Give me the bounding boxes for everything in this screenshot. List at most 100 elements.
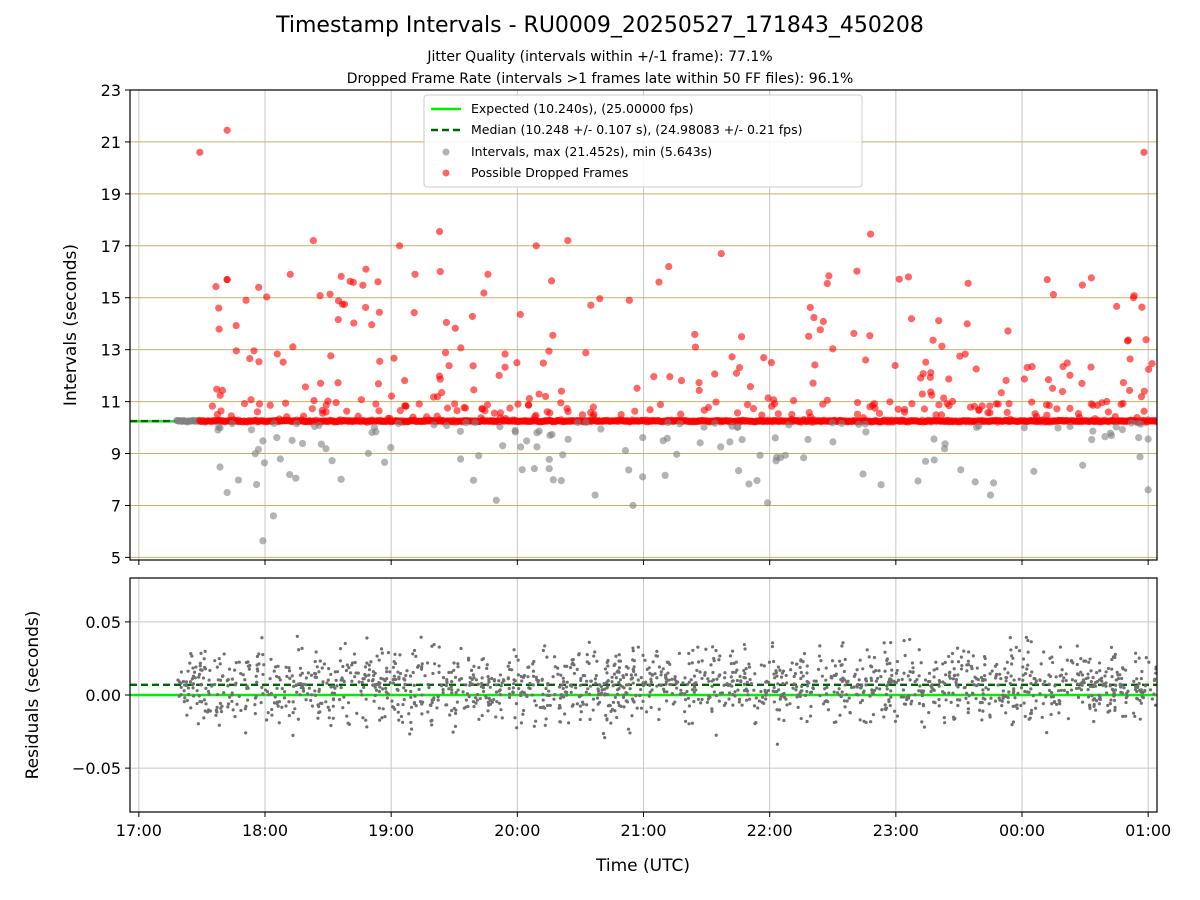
dropped-frame-point [496, 372, 503, 379]
residual-point [812, 687, 815, 690]
residual-point [693, 674, 696, 677]
residual-point [542, 699, 545, 702]
interval-point [629, 502, 636, 509]
residual-point [344, 642, 347, 645]
dropped-frame-point [1078, 380, 1085, 387]
residual-point [1151, 697, 1154, 700]
dropped-frame-point [768, 359, 775, 366]
residual-point [967, 650, 970, 653]
residual-point [414, 655, 417, 658]
residual-point [1004, 711, 1007, 714]
residual-point [199, 664, 202, 667]
residual-point [403, 678, 406, 681]
residual-point [932, 700, 935, 703]
residual-point [361, 681, 364, 684]
residual-point [390, 699, 393, 702]
residual-point [629, 687, 632, 690]
residual-point [499, 673, 502, 676]
interval-point [859, 470, 866, 477]
residual-point [1030, 670, 1033, 673]
residual-point [799, 659, 802, 662]
residual-point [191, 666, 194, 669]
residual-point [960, 664, 963, 667]
residual-point [576, 668, 579, 671]
residual-point [1138, 689, 1141, 692]
dropped-frame-point [549, 332, 556, 339]
residual-point [922, 703, 925, 706]
interval-point [531, 465, 538, 472]
timestamp-interval-charts: 57911131517192123 Intervals (seconds) Ex… [0, 0, 1200, 900]
dropped-frame-point [1133, 414, 1140, 421]
residual-point [315, 650, 318, 653]
residual-point [190, 655, 193, 658]
residual-point [883, 651, 886, 654]
dropped-frame-point [324, 398, 331, 405]
residual-point [486, 683, 489, 686]
residual-point [970, 665, 973, 668]
residual-point [632, 649, 635, 652]
residual-point [877, 669, 880, 672]
interval-point [829, 438, 836, 445]
residual-point [336, 670, 339, 673]
dropped-frame-point [423, 413, 430, 420]
residual-point [1135, 697, 1138, 700]
residual-point [1019, 704, 1022, 707]
residuals-axes: 17:00 18:00 19:00 20:00 21:00 22:00 23:00 00:00… [72, 613, 1171, 840]
dropped-frame-point [434, 393, 441, 400]
x-tick-label: 23:00 [873, 821, 919, 840]
residual-point [625, 699, 628, 702]
residual-point [1040, 662, 1043, 665]
dropped-frame-point [976, 406, 983, 413]
residual-point [981, 709, 984, 712]
residual-point [625, 683, 628, 686]
residual-point [909, 678, 912, 681]
residual-point [989, 697, 992, 700]
residual-point [248, 667, 251, 670]
residual-point [1090, 694, 1093, 697]
residual-point [870, 688, 873, 691]
dropped-frame-point [1117, 401, 1124, 408]
interval-point [990, 479, 997, 486]
residual-point [619, 684, 622, 687]
residual-point [728, 691, 731, 694]
residual-point [632, 682, 635, 685]
residual-point [618, 704, 621, 707]
residual-point [454, 725, 457, 728]
residual-point [239, 672, 242, 675]
residual-point [593, 650, 596, 653]
residual-point [1088, 657, 1091, 660]
residual-point [605, 686, 608, 689]
dropped-frame-point [1124, 337, 1131, 344]
dropped-frame-point [434, 413, 441, 420]
residual-point [944, 673, 947, 676]
residual-point [426, 661, 429, 664]
residual-point [270, 713, 273, 716]
dropped-frame-point [359, 282, 366, 289]
interval-point [855, 421, 862, 428]
residual-point [1061, 668, 1064, 671]
residual-point [612, 684, 615, 687]
residual-point [543, 644, 546, 647]
residual-point [276, 702, 279, 705]
residual-point [1121, 691, 1124, 694]
residual-point [1067, 717, 1070, 720]
residual-point [650, 680, 653, 683]
residual-point [956, 647, 959, 650]
dropped-frame-point [452, 325, 459, 332]
intervals-y-tick-label: 5 [111, 548, 121, 567]
residual-point [194, 665, 197, 668]
residual-point [512, 682, 515, 685]
dropped-frame-point [1138, 304, 1145, 311]
residual-point [410, 706, 413, 709]
residual-point [1099, 698, 1102, 701]
interval-point [804, 436, 811, 443]
dropped-frame-point [866, 332, 873, 339]
residual-point [710, 679, 713, 682]
interval-point [381, 459, 388, 466]
residual-point [859, 718, 862, 721]
residual-point [983, 663, 986, 666]
dropped-frame-point [853, 268, 860, 275]
residual-point [607, 679, 610, 682]
residual-point [183, 689, 186, 692]
residual-point [650, 688, 653, 691]
